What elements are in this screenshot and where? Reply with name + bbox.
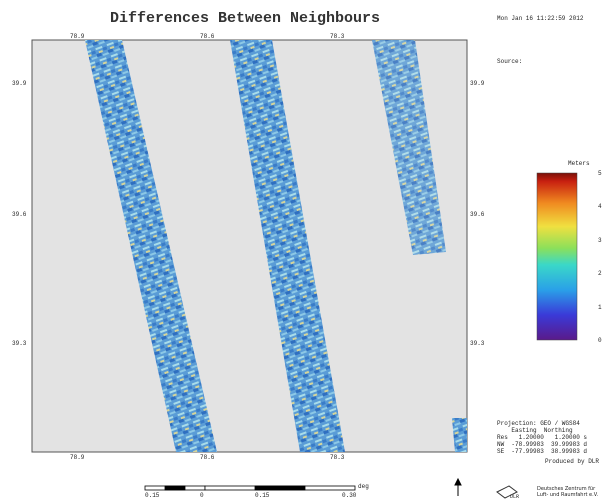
left-label: 39.6 (12, 211, 27, 218)
colorbar-tick: 0 (598, 337, 602, 344)
colorbar (536, 172, 578, 341)
colorbar-tick: 2 (598, 270, 602, 278)
scale-label: 0.30 (342, 492, 357, 499)
colorbar-title: Meters (568, 160, 590, 167)
projection-line: NW -78.99983 39.99983 d (497, 441, 588, 448)
projection-line: Res 1.20000 1.20000 s (497, 434, 588, 441)
top-label: 78.6 (200, 33, 215, 40)
swath (85, 40, 217, 452)
logo-name: DLR (510, 494, 520, 500)
scale-bar (144, 485, 356, 491)
scale-label: 0 (200, 492, 204, 499)
colorbar-tick: 5 (598, 170, 602, 177)
projection-line: SE -77.99983 38.99983 d (497, 448, 588, 455)
projection-line: Projection: GEO / WGS84 (497, 420, 580, 427)
bottom-label: 78.9 (70, 454, 85, 461)
swath (230, 40, 345, 452)
swath (452, 418, 467, 452)
top-label: 78.3 (330, 33, 345, 40)
projection-line: Easting Northing (497, 427, 573, 434)
left-label: 39.3 (12, 340, 27, 347)
source-label: Source: (497, 58, 523, 65)
top-label: 78.9 (70, 33, 85, 40)
projection: Projection: GEO / WGS84 Easting Northing… (497, 420, 587, 455)
bottom-label: 78.6 (200, 454, 215, 461)
title: Differences Between Neighbours (110, 10, 381, 27)
bottom-label: 78.3 (330, 454, 345, 461)
scale-label: 0.15 (255, 492, 270, 499)
colorbar-tick: 3 (598, 236, 602, 244)
swath (372, 40, 446, 255)
colorbar-tick: 1 (598, 303, 602, 311)
right-label: 39.9 (470, 80, 485, 87)
scale-unit: deg (358, 483, 369, 490)
north-arrow (454, 477, 462, 496)
scale-label: 0.15 (145, 492, 160, 499)
timestamp: Mon Jan 16 11:22:59 2012 (497, 15, 584, 22)
right-label: 39.6 (470, 211, 485, 218)
logo-icon (496, 485, 518, 499)
produced-by: Produced by DLR (545, 458, 600, 465)
left-label: 39.9 (12, 80, 27, 87)
right-label: 39.3 (470, 340, 485, 347)
colorbar-tick: 4 (598, 203, 602, 211)
logo-org: Deutsches Zentrum für Luft- und Raumfahr… (537, 486, 599, 498)
